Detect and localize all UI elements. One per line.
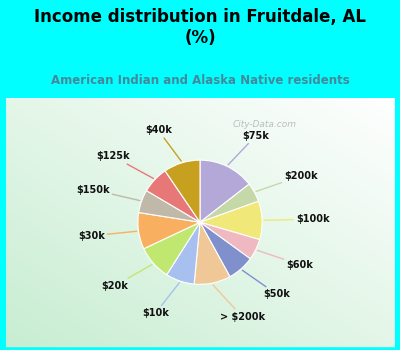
Wedge shape [167, 222, 200, 284]
Text: $100k: $100k [264, 214, 330, 224]
Wedge shape [194, 222, 230, 284]
Wedge shape [200, 160, 249, 222]
Text: $150k: $150k [76, 185, 140, 201]
Wedge shape [144, 222, 200, 275]
Wedge shape [200, 222, 250, 277]
Wedge shape [200, 201, 262, 240]
Text: > $200k: > $200k [213, 285, 265, 322]
Text: $75k: $75k [228, 131, 269, 165]
Text: $50k: $50k [242, 270, 290, 300]
Text: $200k: $200k [256, 171, 318, 191]
Text: $40k: $40k [145, 125, 181, 161]
Text: $20k: $20k [101, 265, 152, 291]
Text: Income distribution in Fruitdale, AL
(%): Income distribution in Fruitdale, AL (%) [34, 8, 366, 47]
Wedge shape [200, 222, 260, 259]
Wedge shape [165, 160, 200, 222]
Wedge shape [138, 212, 200, 249]
Text: $30k: $30k [78, 231, 137, 241]
Text: City-Data.com: City-Data.com [232, 120, 296, 129]
Text: American Indian and Alaska Native residents: American Indian and Alaska Native reside… [51, 74, 349, 87]
Text: $60k: $60k [258, 250, 313, 270]
Wedge shape [139, 191, 200, 222]
Text: $10k: $10k [142, 283, 179, 318]
Wedge shape [146, 171, 200, 222]
Wedge shape [200, 184, 258, 222]
Text: $125k: $125k [96, 151, 153, 178]
